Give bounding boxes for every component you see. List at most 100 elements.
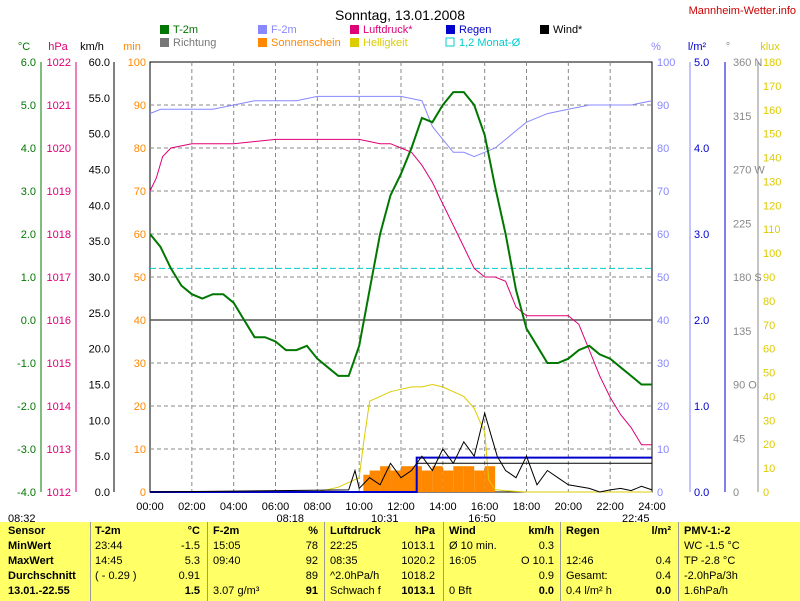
y-tick-label: 360 N <box>733 57 762 69</box>
y-tick-label: 60 <box>134 229 146 241</box>
summary-value: WC -1.5 °C <box>684 540 740 552</box>
legend-swatch <box>445 37 455 47</box>
summary-value: 92 <box>305 555 318 567</box>
y-tick-label: 160 <box>763 105 781 117</box>
summary-value: 0.91 <box>178 570 200 582</box>
y-tick-label: 0 <box>733 487 739 499</box>
summary-value-label: 3.07 g/m³ <box>213 585 260 597</box>
summary-value-label: 15:05 <box>213 540 241 552</box>
y-tick-label: 80 <box>657 143 669 155</box>
sunshine-bar <box>463 466 475 492</box>
legend-swatch <box>160 38 169 47</box>
summary-separator <box>90 522 91 601</box>
legend-swatch <box>160 25 169 34</box>
axis-unit-label: km/h <box>80 41 104 53</box>
y-tick-label: 30.0 <box>89 272 110 284</box>
pressure-line <box>149 138 652 446</box>
summary-separator <box>443 522 444 601</box>
chart-title: Sonntag, 13.01.2008 <box>335 7 465 23</box>
y-tick-label: 100 <box>657 57 675 69</box>
summary-value: 5.3 <box>184 555 200 567</box>
summary-value: 1.5 <box>184 585 200 597</box>
temperature-line <box>149 91 652 386</box>
summary-value-label: 14:45 <box>95 555 123 567</box>
y-tick-label: 6.0 <box>21 57 36 69</box>
y-tick-label: 60 <box>763 344 775 356</box>
grid <box>150 62 652 492</box>
summary-value: 1020.2 <box>401 555 435 567</box>
y-tick-label: 15.0 <box>89 380 110 392</box>
summary-value-label: ^2.0hPa/h <box>330 570 380 582</box>
annotations: 08:32 08:18 10:31 16:50 22:45 <box>8 513 650 522</box>
axis-unit-label: hPa <box>48 41 68 53</box>
time-annotation: 08:32 <box>8 513 36 522</box>
legend-label: Luftdruck* <box>363 24 413 36</box>
summary-value-label: ( - 0.29 ) <box>95 570 137 582</box>
y-tick-label: 130 <box>763 176 781 188</box>
summary-value: 1013.1 <box>401 540 435 552</box>
summary-value-label: 09:40 <box>213 555 241 567</box>
axis-unit-label: °C <box>18 41 30 53</box>
y-tick-label: 40 <box>763 391 775 403</box>
y-tick-label: 150 <box>763 129 781 141</box>
y-tick-label: 10 <box>134 444 146 456</box>
legend: T-2m F-2m Luftdruck* Regen Wind* Richtung Sonn… <box>160 24 583 49</box>
y-tick-label: 0 <box>140 487 146 499</box>
summary-table: Sensor MinWert MaxWert Durchschnitt 13.01.-2… <box>0 522 800 601</box>
summary-value: O 10.1 <box>520 555 554 567</box>
legend-swatch <box>350 38 359 47</box>
y-tick-label: 90 <box>763 272 775 284</box>
summary-separator <box>207 522 208 601</box>
y-tick-label: 100 <box>763 248 781 260</box>
legend-label: Richtung <box>173 37 216 49</box>
summary-value: 1018.2 <box>401 570 435 582</box>
y-tick-label: 50.0 <box>89 129 110 141</box>
y-tick-label: 110 <box>763 224 781 236</box>
y-tick-label: -1.0 <box>17 358 36 370</box>
summary-separator <box>324 522 325 601</box>
y-tick-label: 10 <box>763 463 775 475</box>
x-tick-label: 04:00 <box>220 501 248 513</box>
y-tick-label: 3.0 <box>21 186 36 198</box>
y-tick-label: 1018 <box>47 229 71 241</box>
x-tick-label: 22:00 <box>596 501 624 513</box>
y-tick-label: 20.0 <box>89 344 110 356</box>
sunshine-bar <box>474 470 485 492</box>
y-tick-label: 270 W <box>733 165 765 177</box>
summary-value: 0.9 <box>538 570 554 582</box>
summary-row-label: MinWert <box>8 540 52 552</box>
summary-value: -1.5 <box>181 540 200 552</box>
summary-value: 0.0 <box>538 585 554 597</box>
summary-col-header: PMV-1:-2 <box>684 525 731 537</box>
y-tick-label: 10 <box>657 444 669 456</box>
summary-col-header: Regen <box>566 525 600 537</box>
x-axis: 00:00 02:00 04:00 06:00 08:00 10:00 12:00 14:00… <box>136 501 666 513</box>
summary-value: 89 <box>305 570 318 582</box>
y-tick-label: 70 <box>763 320 775 332</box>
y-tick-label: 1016 <box>47 315 71 327</box>
x-tick-label: 08:00 <box>304 501 332 513</box>
legend-swatch <box>258 38 267 47</box>
y-tick-label: 70 <box>657 186 669 198</box>
y-tick-label: 5.0 <box>95 451 110 463</box>
y-tick-label: 1012 <box>47 487 71 499</box>
y-tick-label: -2.0 <box>17 401 36 413</box>
legend-label: Helligkeit <box>363 37 408 49</box>
axis-unit-label: ° <box>726 41 730 53</box>
y-tick-label: 40 <box>134 315 146 327</box>
summary-value: 78 <box>305 540 318 552</box>
y-tick-label: 30 <box>657 358 669 370</box>
y-tick-label: 2.0 <box>21 229 36 241</box>
site-link[interactable]: Mannheim-Wetter.info <box>689 5 796 17</box>
y-tick-label: 1015 <box>47 358 71 370</box>
y-tick-label: 315 <box>733 111 751 123</box>
y-tick-label: 55.0 <box>89 93 110 105</box>
time-annotation: 08:18 <box>276 513 304 522</box>
brightness-line <box>317 383 652 493</box>
sunshine-bar <box>442 470 454 492</box>
y-tick-label: 10.0 <box>89 415 110 427</box>
x-tick-label: 12:00 <box>387 501 415 513</box>
summary-value-label: 22:25 <box>330 540 358 552</box>
y-tick-label: 0.0 <box>95 487 110 499</box>
y-tick-label: 45.0 <box>89 165 110 177</box>
